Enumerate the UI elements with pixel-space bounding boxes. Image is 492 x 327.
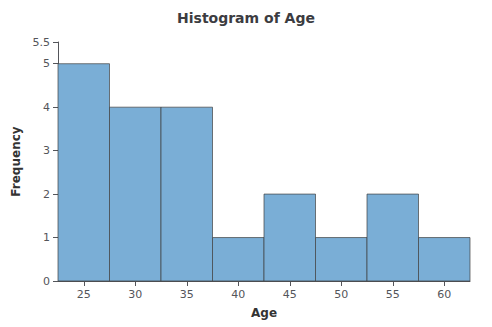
svg-text:1: 1 <box>43 231 50 244</box>
svg-text:5: 5 <box>43 57 50 70</box>
svg-text:5.5: 5.5 <box>33 36 51 49</box>
svg-text:4: 4 <box>43 101 50 114</box>
svg-text:35: 35 <box>180 288 194 301</box>
svg-text:2: 2 <box>43 188 50 201</box>
svg-text:40: 40 <box>231 288 245 301</box>
svg-text:Frequency: Frequency <box>9 126 23 196</box>
svg-text:Histogram of Age: Histogram of Age <box>177 10 315 26</box>
svg-text:Age: Age <box>251 306 277 320</box>
svg-text:0: 0 <box>43 275 50 288</box>
svg-text:25: 25 <box>77 288 91 301</box>
svg-text:3: 3 <box>43 144 50 157</box>
svg-text:60: 60 <box>437 288 451 301</box>
svg-text:55: 55 <box>386 288 400 301</box>
svg-text:45: 45 <box>283 288 297 301</box>
svg-text:30: 30 <box>128 288 142 301</box>
svg-text:50: 50 <box>334 288 348 301</box>
